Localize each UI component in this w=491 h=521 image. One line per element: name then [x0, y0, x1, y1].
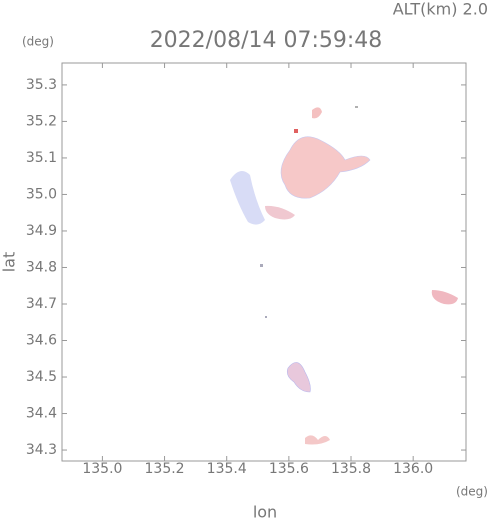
echo-area	[280, 136, 371, 199]
y-tick-label: 34.3	[26, 442, 57, 458]
x-tick-label: 135.0	[82, 461, 122, 477]
x-axis-label: lon	[253, 503, 277, 521]
x-tick-label: 135.6	[269, 461, 309, 477]
altitude-label: ALT(km) 2.0	[393, 0, 488, 19]
y-tick-label: 34.8	[26, 259, 57, 275]
y-tick-label: 34.5	[26, 369, 57, 385]
y-tick-label: 34.4	[26, 406, 57, 422]
echo-area	[312, 107, 322, 119]
echo-cell	[355, 106, 358, 108]
echo-area	[305, 435, 330, 445]
chart-title: 2022/08/14 07:59:48	[150, 28, 383, 53]
echo-areas	[230, 106, 458, 445]
y-tick-label: 35.2	[26, 113, 57, 129]
y-tick-label: 34.6	[26, 333, 57, 349]
y-tick-label: 35.3	[26, 77, 57, 93]
y-tick-label: 35.1	[26, 150, 57, 166]
plot-frame	[61, 62, 467, 462]
x-tick-label: 136.0	[393, 461, 433, 477]
x-tick-label: 135.8	[331, 461, 371, 477]
y-axis-label: lat	[0, 252, 19, 273]
x-unit: (deg)	[456, 485, 488, 499]
y-unit: (deg)	[22, 35, 54, 49]
echo-cell	[294, 129, 298, 133]
y-tick-label: 35.0	[26, 186, 57, 202]
y-tick-label: 34.7	[26, 296, 57, 312]
echo-area	[431, 290, 458, 305]
echo-cell	[260, 264, 263, 267]
echo-area	[265, 205, 295, 220]
echo-area	[286, 362, 311, 393]
y-tick-label: 34.9	[26, 223, 57, 239]
echo-area	[230, 171, 265, 225]
x-tick-label: 135.2	[145, 461, 185, 477]
echo-cell	[265, 316, 267, 318]
x-tick-label: 135.4	[207, 461, 247, 477]
